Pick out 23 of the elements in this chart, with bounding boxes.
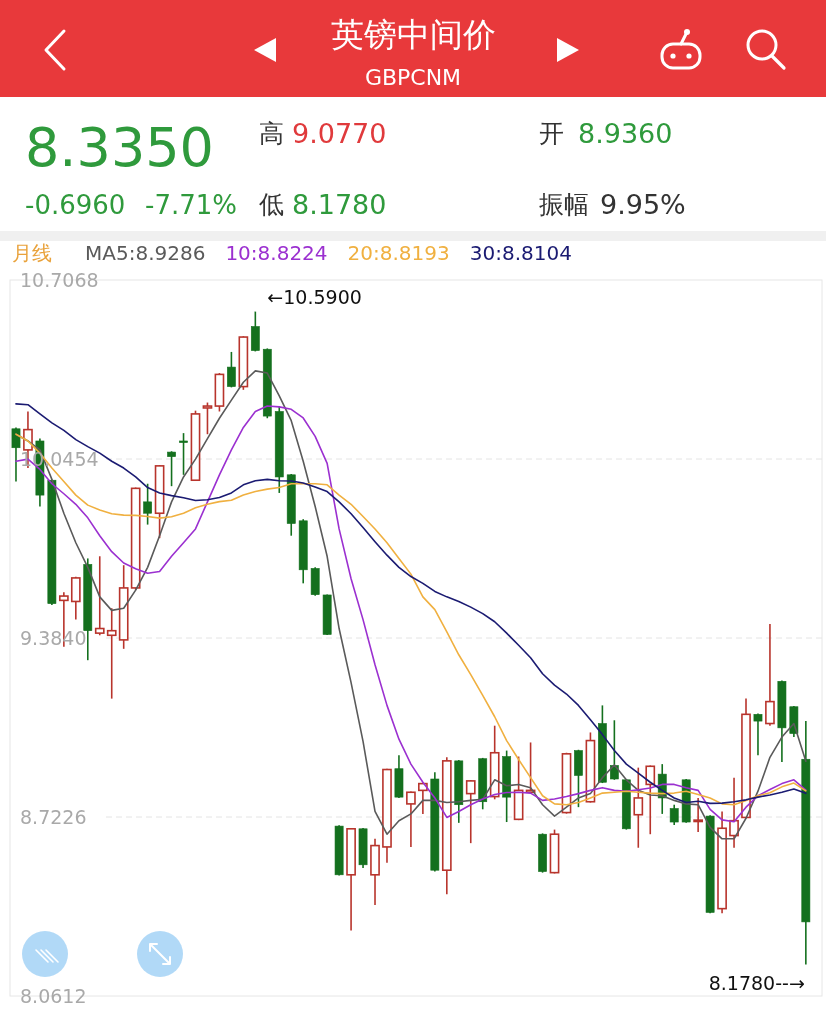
title: 英镑中间价 bbox=[330, 15, 496, 54]
legend-entry: 30:8.8104 bbox=[469, 241, 572, 265]
legend-entry: 10:8.8224 bbox=[225, 241, 328, 265]
annotation: 8.1780--→ bbox=[708, 972, 805, 994]
annotation: 9.95% bbox=[600, 189, 686, 220]
legend-entry: MA5:8.9286 bbox=[85, 241, 206, 265]
ytick-label: 10.7068 bbox=[20, 269, 99, 291]
annotation: 8.3350 bbox=[25, 116, 214, 179]
annotation: 8.9360 bbox=[578, 118, 673, 149]
annotation: 9.0770 bbox=[292, 118, 387, 149]
annotation: -0.6960 bbox=[25, 190, 126, 220]
annotation: 8.1780 bbox=[292, 189, 387, 220]
annotation: 振幅 bbox=[539, 190, 589, 219]
annotation: ←10.5900 bbox=[267, 285, 362, 308]
legend-entry: 20:8.8193 bbox=[347, 241, 450, 265]
ytick-label: 8.0612 bbox=[20, 985, 87, 1007]
annotation: 开 bbox=[539, 119, 564, 148]
annotation: 高 bbox=[259, 119, 284, 148]
subtitle: GBPCNM bbox=[364, 65, 462, 90]
legend-title: 月线 bbox=[12, 241, 52, 265]
annotation: 低 bbox=[259, 190, 284, 219]
ytick-label: 8.7226 bbox=[20, 806, 87, 828]
annotation: -7.71% bbox=[145, 190, 237, 220]
